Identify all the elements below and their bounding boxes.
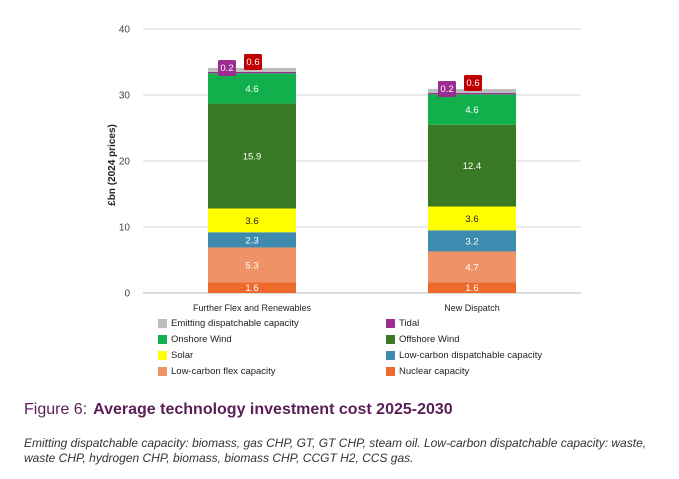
data-label: 1.6	[245, 283, 258, 294]
bar-segment	[428, 230, 516, 252]
x-category-label: New Dispatch	[444, 303, 500, 313]
bars	[208, 67, 516, 293]
y-tick-label: 10	[119, 223, 131, 234]
data-label: 3.2	[465, 236, 478, 247]
chart-legend: Emitting dispatchable capacity Tidal Onsho…	[158, 318, 578, 377]
legend-swatch	[158, 351, 167, 360]
legend-label: Solar	[171, 350, 194, 361]
data-label: 3.6	[465, 214, 478, 225]
legend-item: Offshore Wind	[386, 334, 578, 345]
callout-label: 0.6	[466, 78, 479, 89]
legend-item: Solar	[158, 350, 386, 361]
legend-swatch	[386, 319, 395, 328]
bar-segment	[208, 103, 296, 209]
callout-label: 0.2	[440, 84, 453, 95]
data-label: 5.3	[245, 260, 258, 271]
data-label: 15.9	[243, 152, 262, 163]
bar-segment	[208, 282, 296, 293]
legend-swatch	[158, 319, 167, 328]
x-category-label: Further Flex and Renewables	[193, 303, 312, 313]
data-label: 12.4	[463, 161, 482, 172]
legend-label: Low-carbon flex capacity	[171, 366, 276, 377]
legend-label: Onshore Wind	[171, 334, 232, 345]
callout-labels: 0.2 0.6 0.2 0.6	[218, 53, 482, 98]
data-label: 1.6	[465, 283, 478, 294]
legend-label: Low-carbon dispatchable capacity	[399, 350, 543, 361]
bar-segment	[428, 251, 516, 283]
legend-label: Emitting dispatchable capacity	[171, 318, 299, 329]
data-label: 4.7	[465, 262, 478, 273]
callout-box	[244, 53, 262, 70]
legend-label: Tidal	[399, 318, 420, 329]
bar-segment	[208, 73, 296, 104]
legend-item: Emitting dispatchable capacity	[158, 318, 386, 329]
y-axis-ticks: 0 10 20 30 40	[119, 25, 131, 300]
data-label: 4.6	[245, 84, 258, 95]
bar-segment	[428, 93, 516, 95]
legend-item: Tidal	[386, 318, 578, 329]
bar-segment	[428, 206, 516, 231]
legend-label: Nuclear capacity	[399, 366, 470, 377]
y-tick-label: 20	[119, 157, 131, 168]
callout-box	[464, 75, 482, 92]
legend-item: Low-carbon dispatchable capacity	[386, 350, 578, 361]
legend-item: Low-carbon flex capacity	[158, 366, 386, 377]
legend-swatch	[386, 367, 395, 376]
x-axis-categories: Further Flex and Renewables New Dispatch	[193, 303, 500, 313]
legend-item: Nuclear capacity	[386, 366, 578, 377]
bar-segment	[208, 232, 296, 248]
callout-label: 0.2	[220, 63, 233, 74]
figure-title-text: Average technology investment cost 2025-…	[93, 401, 453, 418]
legend-swatch	[158, 367, 167, 376]
figure-caption: Emitting dispatchable capacity: biomass,…	[24, 436, 647, 465]
bar-segment	[428, 124, 516, 207]
bar-segment	[208, 71, 296, 74]
y-axis-label: £bn (2024 prices)	[107, 124, 118, 206]
callout-box	[438, 81, 456, 98]
y-tick-label: 30	[119, 91, 131, 102]
callout-label: 0.6	[246, 57, 259, 68]
bar-segment	[428, 282, 516, 293]
legend-swatch	[386, 351, 395, 360]
y-tick-label: 40	[119, 25, 131, 36]
figure-title: Figure 6: Average technology investment c…	[24, 401, 453, 419]
bar-segment	[428, 94, 516, 125]
y-tick-label: 0	[124, 289, 130, 300]
legend-swatch	[158, 335, 167, 344]
legend-label: Offshore Wind	[399, 334, 460, 345]
data-label: 3.6	[245, 216, 258, 227]
legend-item: Onshore Wind	[158, 334, 386, 345]
callout-box	[218, 59, 236, 76]
data-label: 2.3	[245, 235, 258, 246]
figure-number: Figure 6:	[24, 401, 88, 418]
stacked-bar-chart: 0 10 20 30 40 1.6 5.3 2.3 3.6 15.9 4.6 1.6 4.7 3.2 3.…	[107, 25, 581, 313]
bar-segment	[208, 208, 296, 233]
legend-swatch	[386, 335, 395, 344]
data-label: 4.6	[465, 105, 478, 116]
data-labels: 1.6 5.3 2.3 3.6 15.9 4.6 1.6 4.7 3.2 3.6 12.4 4.6	[243, 84, 482, 294]
bar-segment	[208, 247, 296, 283]
